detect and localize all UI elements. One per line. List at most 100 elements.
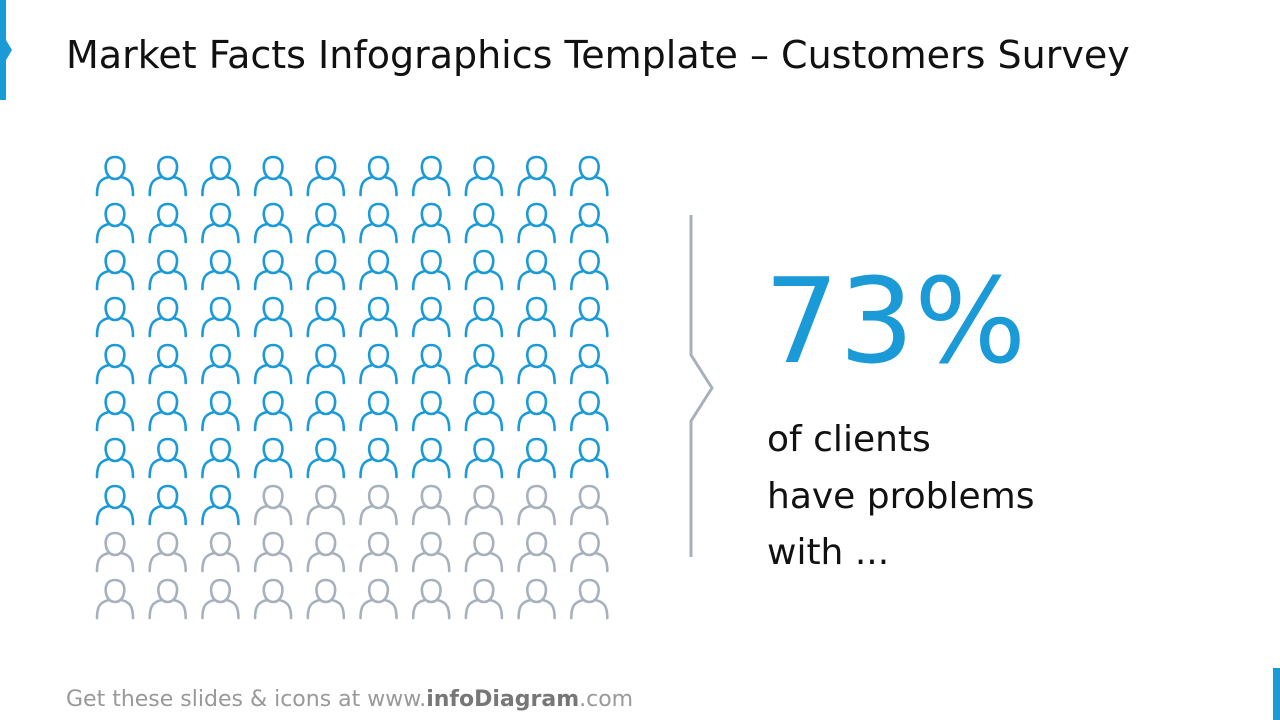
person-icon [148, 531, 187, 573]
person-icon [517, 484, 556, 526]
accent-bar [0, 0, 6, 100]
person-icon-highlighted [570, 343, 609, 385]
person-icon-highlighted [411, 202, 451, 244]
person-icon [201, 531, 240, 573]
person-icon [464, 578, 504, 620]
person-icon [95, 578, 135, 620]
person-icon-highlighted [253, 390, 293, 432]
person-icon-highlighted [359, 249, 398, 291]
person-icon [253, 531, 293, 573]
footer-brand: infoDiagram [426, 687, 579, 712]
person-icon-highlighted [570, 202, 609, 244]
person-icon-highlighted [201, 155, 240, 197]
person-icon-highlighted [95, 390, 135, 432]
person-icon-highlighted [359, 343, 398, 385]
person-icon-highlighted [201, 437, 240, 479]
person-icon [306, 484, 346, 526]
person-icon-highlighted [253, 249, 293, 291]
bracket [689, 215, 714, 557]
person-icon [95, 531, 135, 573]
person-icon-highlighted [359, 296, 398, 338]
person-icon-highlighted [517, 155, 556, 197]
person-icon-highlighted [517, 390, 556, 432]
person-icon [253, 578, 293, 620]
person-icon-highlighted [95, 155, 135, 197]
person-icon-highlighted [148, 155, 187, 197]
person-icon [570, 484, 609, 526]
description-line: have problems [767, 476, 1035, 517]
person-icon-highlighted [411, 296, 451, 338]
person-icon [306, 578, 346, 620]
person-icon-highlighted [148, 437, 187, 479]
person-icon-highlighted [464, 390, 504, 432]
person-icon [570, 578, 609, 620]
person-icon-highlighted [201, 343, 240, 385]
person-icon-highlighted [201, 484, 240, 526]
person-icon-highlighted [411, 390, 451, 432]
person-icon [201, 578, 240, 620]
person-icon [411, 531, 451, 573]
person-icon-highlighted [411, 437, 451, 479]
person-icon-highlighted [306, 437, 346, 479]
person-icon [411, 578, 451, 620]
person-icon-highlighted [95, 296, 135, 338]
person-icon-highlighted [517, 437, 556, 479]
person-icon [411, 484, 451, 526]
person-icon-highlighted [148, 343, 187, 385]
person-icon [359, 484, 398, 526]
person-icon-highlighted [306, 296, 346, 338]
person-icon-highlighted [148, 249, 187, 291]
person-icon-highlighted [570, 249, 609, 291]
person-icon-highlighted [95, 249, 135, 291]
person-icon-highlighted [306, 390, 346, 432]
person-icon-highlighted [464, 155, 504, 197]
person-icon-highlighted [201, 390, 240, 432]
person-icon-highlighted [359, 202, 398, 244]
person-icon-highlighted [253, 437, 293, 479]
pictogram [95, 155, 609, 620]
person-icon-highlighted [306, 202, 346, 244]
person-icon-highlighted [253, 343, 293, 385]
footer-text: Get these slides & icons at www. [66, 687, 426, 712]
person-icon-highlighted [517, 202, 556, 244]
person-icon-highlighted [306, 249, 346, 291]
person-icon-highlighted [201, 296, 240, 338]
person-icon-highlighted [253, 155, 293, 197]
person-icon-highlighted [464, 343, 504, 385]
person-icon-highlighted [148, 296, 187, 338]
accent-chevron [6, 40, 12, 60]
person-icon [359, 531, 398, 573]
person-icon-highlighted [411, 249, 451, 291]
person-icon-highlighted [517, 249, 556, 291]
person-icon-highlighted [411, 343, 451, 385]
person-icon [464, 484, 504, 526]
accent-bar [1273, 668, 1280, 720]
person-icon-highlighted [570, 390, 609, 432]
person-icon-highlighted [464, 437, 504, 479]
person-icon-highlighted [517, 296, 556, 338]
person-icon-highlighted [359, 437, 398, 479]
person-icon [517, 578, 556, 620]
person-icon-highlighted [95, 437, 135, 479]
person-icon [464, 531, 504, 573]
person-icon-highlighted [201, 202, 240, 244]
person-icon-highlighted [570, 437, 609, 479]
person-icon [359, 578, 398, 620]
slide-title: Market Facts Infographics Template – Cus… [66, 33, 1130, 77]
footer-text: .com [579, 687, 633, 712]
person-icon-highlighted [253, 296, 293, 338]
person-icon-highlighted [517, 343, 556, 385]
person-icon-highlighted [464, 296, 504, 338]
person-icon-highlighted [570, 155, 609, 197]
description-line: of clients [767, 419, 931, 460]
person-icon-highlighted [253, 202, 293, 244]
footer: Get these slides & icons at www.infoDiag… [66, 687, 633, 712]
person-icon-highlighted [148, 484, 187, 526]
big-value: 73% [764, 252, 1026, 390]
person-icon-highlighted [306, 155, 346, 197]
person-icon-highlighted [411, 155, 451, 197]
person-icon [253, 484, 293, 526]
description-line: with ... [767, 532, 889, 573]
person-icon-highlighted [570, 296, 609, 338]
person-icon-highlighted [95, 202, 135, 244]
